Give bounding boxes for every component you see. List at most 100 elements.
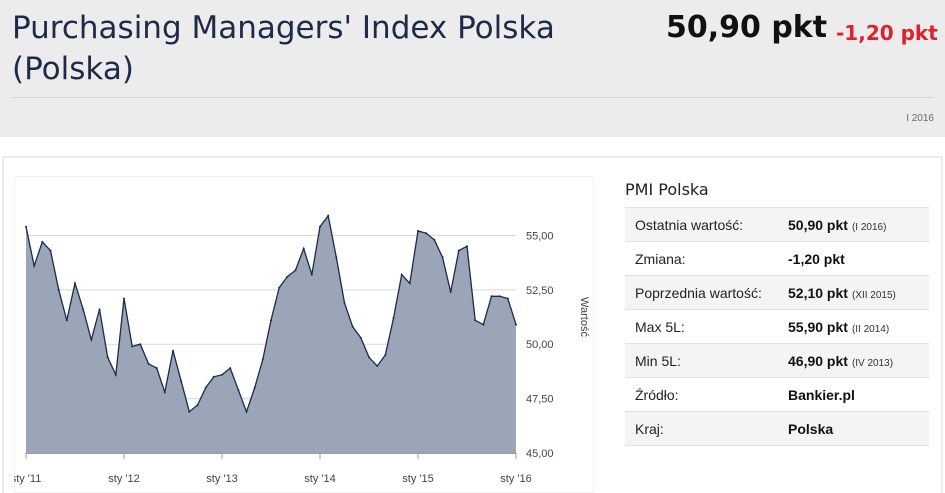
header-date: I 2016 bbox=[906, 113, 934, 124]
content-panel bbox=[2, 156, 943, 493]
info-row: Zmiana: -1,20 pkt bbox=[625, 241, 929, 276]
data-point bbox=[221, 373, 223, 376]
info-value-text: Bankier.pl bbox=[788, 386, 855, 403]
info-value: 55,90 pkt (II 2014) bbox=[788, 309, 929, 344]
data-point bbox=[25, 225, 27, 228]
info-row: Max 5L: 55,90 pkt (II 2014) bbox=[625, 309, 929, 344]
data-point bbox=[441, 256, 444, 259]
data-point bbox=[82, 308, 85, 311]
data-point bbox=[57, 288, 60, 291]
data-point bbox=[65, 319, 68, 322]
info-row: Źródło: Bankier.pl bbox=[625, 377, 929, 412]
info-value-period: (IV 2013) bbox=[851, 357, 894, 369]
data-point bbox=[139, 343, 142, 346]
data-point bbox=[98, 308, 101, 311]
data-point bbox=[343, 301, 346, 304]
info-value: Bankier.pl bbox=[788, 377, 929, 412]
y-tick-label: 47,50 bbox=[526, 394, 554, 406]
data-point bbox=[376, 365, 379, 367]
data-point bbox=[425, 232, 428, 235]
x-tick-label: sty '15 bbox=[402, 473, 433, 485]
x-tick-label: sty '14 bbox=[304, 473, 335, 485]
info-label: Kraj: bbox=[625, 411, 788, 446]
data-point bbox=[237, 388, 240, 391]
info-value: Polska bbox=[788, 411, 929, 446]
data-point bbox=[286, 275, 289, 278]
info-value: 46,90 pkt (IV 2013) bbox=[788, 343, 929, 378]
info-label: Źródło: bbox=[625, 377, 788, 412]
data-point bbox=[147, 362, 150, 365]
info-value-text: 52,10 pkt bbox=[788, 284, 848, 301]
data-point bbox=[229, 367, 232, 370]
data-point bbox=[498, 295, 501, 298]
data-point bbox=[515, 323, 517, 326]
data-point bbox=[335, 256, 338, 259]
series-area bbox=[26, 215, 516, 453]
info-value: 52,10 pkt (XII 2015) bbox=[788, 275, 929, 310]
data-point bbox=[457, 249, 460, 252]
data-point bbox=[106, 356, 109, 359]
data-point bbox=[33, 264, 36, 267]
data-point bbox=[253, 386, 256, 389]
data-point bbox=[449, 291, 452, 293]
data-point bbox=[74, 282, 76, 285]
data-point bbox=[278, 286, 281, 289]
data-point bbox=[351, 325, 354, 328]
data-point bbox=[131, 345, 134, 348]
data-point bbox=[123, 297, 125, 300]
data-point bbox=[90, 338, 93, 341]
info-value-period: (II 2014) bbox=[851, 323, 890, 335]
data-point bbox=[417, 230, 419, 232]
data-point bbox=[196, 404, 199, 407]
data-point bbox=[114, 373, 117, 376]
data-point bbox=[327, 214, 330, 217]
info-value: -1,20 pkt bbox=[788, 241, 929, 276]
data-point bbox=[294, 269, 297, 272]
y-tick-label: 45,00 bbox=[526, 448, 554, 460]
data-point bbox=[155, 367, 158, 370]
info-label: Max 5L: bbox=[625, 309, 788, 344]
info-label: Poprzednia wartość: bbox=[625, 275, 788, 310]
data-point bbox=[466, 245, 468, 248]
data-point bbox=[163, 391, 166, 394]
data-point bbox=[433, 238, 436, 241]
data-point bbox=[384, 354, 387, 357]
info-value: 50,90 pkt (I 2016) bbox=[788, 207, 929, 242]
y-axis-label: Wartość bbox=[578, 297, 590, 337]
info-row: Poprzednia wartość: 52,10 pkt (XII 2015) bbox=[625, 275, 929, 310]
info-value-period: (I 2016) bbox=[851, 221, 887, 233]
x-tick-label: sty '12 bbox=[108, 473, 139, 485]
info-label: Ostatnia wartość: bbox=[625, 207, 788, 242]
data-point bbox=[245, 410, 248, 413]
data-point bbox=[204, 386, 207, 389]
info-row: Kraj: Polska bbox=[625, 411, 929, 446]
data-point bbox=[474, 319, 477, 322]
data-point bbox=[188, 410, 191, 413]
page-title: Purchasing Managers' Index Polska (Polsk… bbox=[12, 10, 555, 87]
header: Purchasing Managers' Index Polska (Polsk… bbox=[0, 0, 945, 137]
info-row: Ostatnia wartość: 50,90 pkt (I 2016) bbox=[625, 207, 929, 242]
x-tick-label: sty '11 bbox=[14, 473, 41, 485]
data-point bbox=[408, 282, 411, 285]
data-point bbox=[482, 323, 485, 326]
y-tick-label: 55,00 bbox=[526, 230, 554, 242]
info-title: PMI Polska bbox=[625, 180, 709, 199]
change-value: -1,20 pkt bbox=[836, 21, 938, 45]
data-point bbox=[506, 297, 509, 300]
x-tick-label: sty '16 bbox=[500, 473, 531, 485]
current-value: 50,90 pkt bbox=[666, 10, 828, 45]
y-tick-label: 50,00 bbox=[526, 339, 554, 351]
data-point bbox=[261, 358, 264, 361]
info-value-text: -1,20 pkt bbox=[788, 250, 845, 267]
data-point bbox=[392, 317, 395, 320]
info-value-text: Polska bbox=[788, 420, 834, 437]
data-point bbox=[212, 375, 215, 378]
data-point bbox=[359, 336, 362, 339]
data-point bbox=[41, 240, 44, 243]
data-point bbox=[368, 356, 370, 359]
info-table: Ostatnia wartość: 50,90 pkt (I 2016) Zmiana… bbox=[625, 207, 929, 446]
info-value-text: 50,90 pkt bbox=[788, 216, 848, 233]
info-value-text: 46,90 pkt bbox=[788, 352, 848, 369]
data-point bbox=[310, 273, 313, 276]
info-row: Min 5L: 46,90 pkt (IV 2013) bbox=[625, 343, 929, 378]
